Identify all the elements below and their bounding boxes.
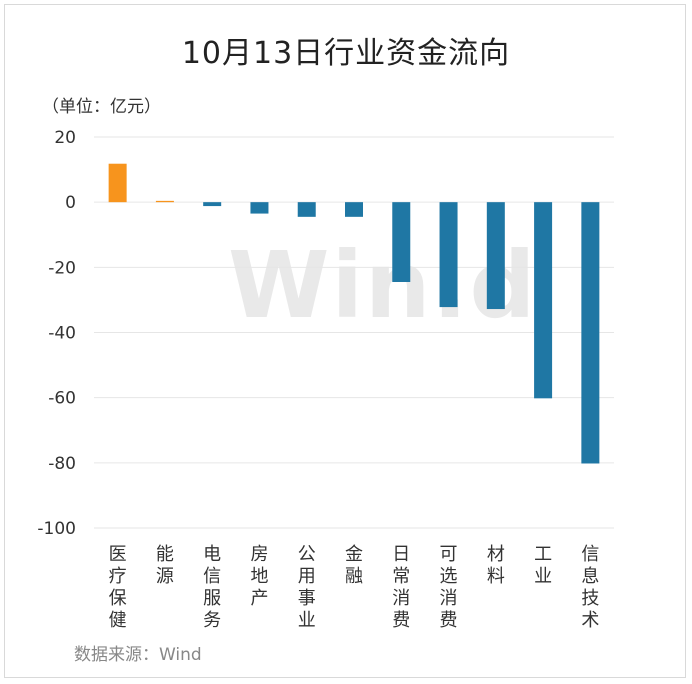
- x-category-label: 工业: [534, 544, 552, 587]
- source-label: 数据来源：Wind: [74, 645, 202, 665]
- y-axis-ticks: 20 0 -20 -40 -60 -80 -100: [37, 128, 76, 539]
- bars: [108, 163, 600, 464]
- unit-label: （单位：亿元）: [42, 97, 161, 117]
- chart-title: 10月13日行业资金流向: [181, 36, 511, 71]
- bar: [108, 163, 127, 203]
- x-category-label: 电信服务: [203, 544, 221, 631]
- y-tick-label: -20: [48, 258, 76, 278]
- bar: [250, 202, 269, 214]
- y-tick-label: -60: [48, 389, 76, 409]
- x-category-label: 日常消费: [392, 544, 410, 631]
- bar: [297, 202, 316, 217]
- bar: [581, 202, 600, 464]
- bar: [439, 202, 458, 308]
- y-tick-label: -100: [37, 519, 76, 539]
- x-category-label: 房地产: [250, 544, 268, 609]
- bar: [155, 200, 174, 203]
- x-category-label: 可选消费: [440, 544, 458, 631]
- bar: [534, 202, 553, 399]
- x-category-label: 能源: [156, 544, 174, 587]
- bar: [203, 202, 222, 207]
- bar: [392, 202, 411, 282]
- wind-watermark: Win.d: [228, 232, 538, 339]
- x-category-label: 材料: [487, 544, 505, 587]
- bar: [486, 202, 505, 310]
- x-category-label: 金融: [345, 544, 363, 587]
- y-tick-label: -40: [48, 324, 76, 344]
- x-category-label: 公用事业: [298, 544, 316, 631]
- chart-frame: [4, 4, 686, 678]
- y-tick-label: 20: [54, 128, 76, 148]
- y-tick-label: -80: [48, 454, 76, 474]
- x-category-label: 医疗保健: [109, 544, 127, 631]
- y-tick-label: 0: [65, 193, 76, 213]
- bar: [345, 202, 363, 217]
- x-category-label: 信息技术: [581, 544, 599, 631]
